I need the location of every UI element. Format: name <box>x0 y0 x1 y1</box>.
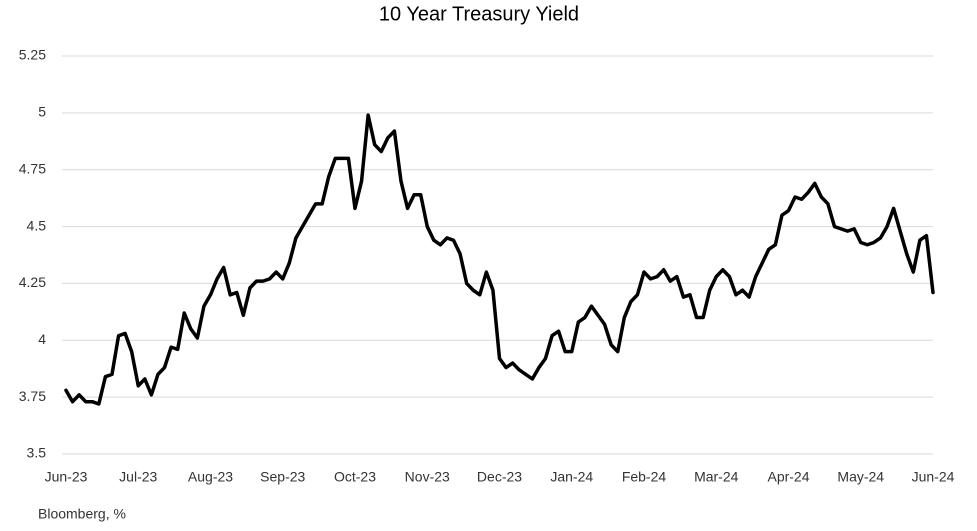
x-tick-label: Aug-23 <box>188 469 233 485</box>
y-tick-label: 4.5 <box>27 217 47 233</box>
x-tick-label: Apr-24 <box>767 469 809 485</box>
x-tick-label: Oct-23 <box>334 469 376 485</box>
chart-title: 10 Year Treasury Yield <box>379 3 579 25</box>
x-tick-label: Mar-24 <box>694 469 739 485</box>
x-tick-label: Jun-24 <box>912 469 955 485</box>
x-tick-label: Jun-23 <box>45 469 88 485</box>
source-note: Bloomberg, % <box>38 506 126 522</box>
y-tick-label: 4.25 <box>19 274 46 290</box>
y-tick-label: 5.25 <box>19 47 46 63</box>
x-tick-label: Dec-23 <box>477 469 522 485</box>
y-tick-label: 3.75 <box>19 388 46 404</box>
y-tick-label: 4 <box>38 331 46 347</box>
x-tick-label: Jul-23 <box>119 469 157 485</box>
x-tick-label: Feb-24 <box>622 469 667 485</box>
y-tick-label: 3.5 <box>27 445 47 461</box>
x-tick-label: May-24 <box>837 469 884 485</box>
x-tick-label: Sep-23 <box>260 469 305 485</box>
y-tick-label: 4.75 <box>19 160 46 176</box>
x-tick-label: Nov-23 <box>405 469 450 485</box>
y-tick-label: 5 <box>38 104 46 120</box>
x-tick-label: Jan-24 <box>550 469 593 485</box>
line-series <box>64 113 935 406</box>
